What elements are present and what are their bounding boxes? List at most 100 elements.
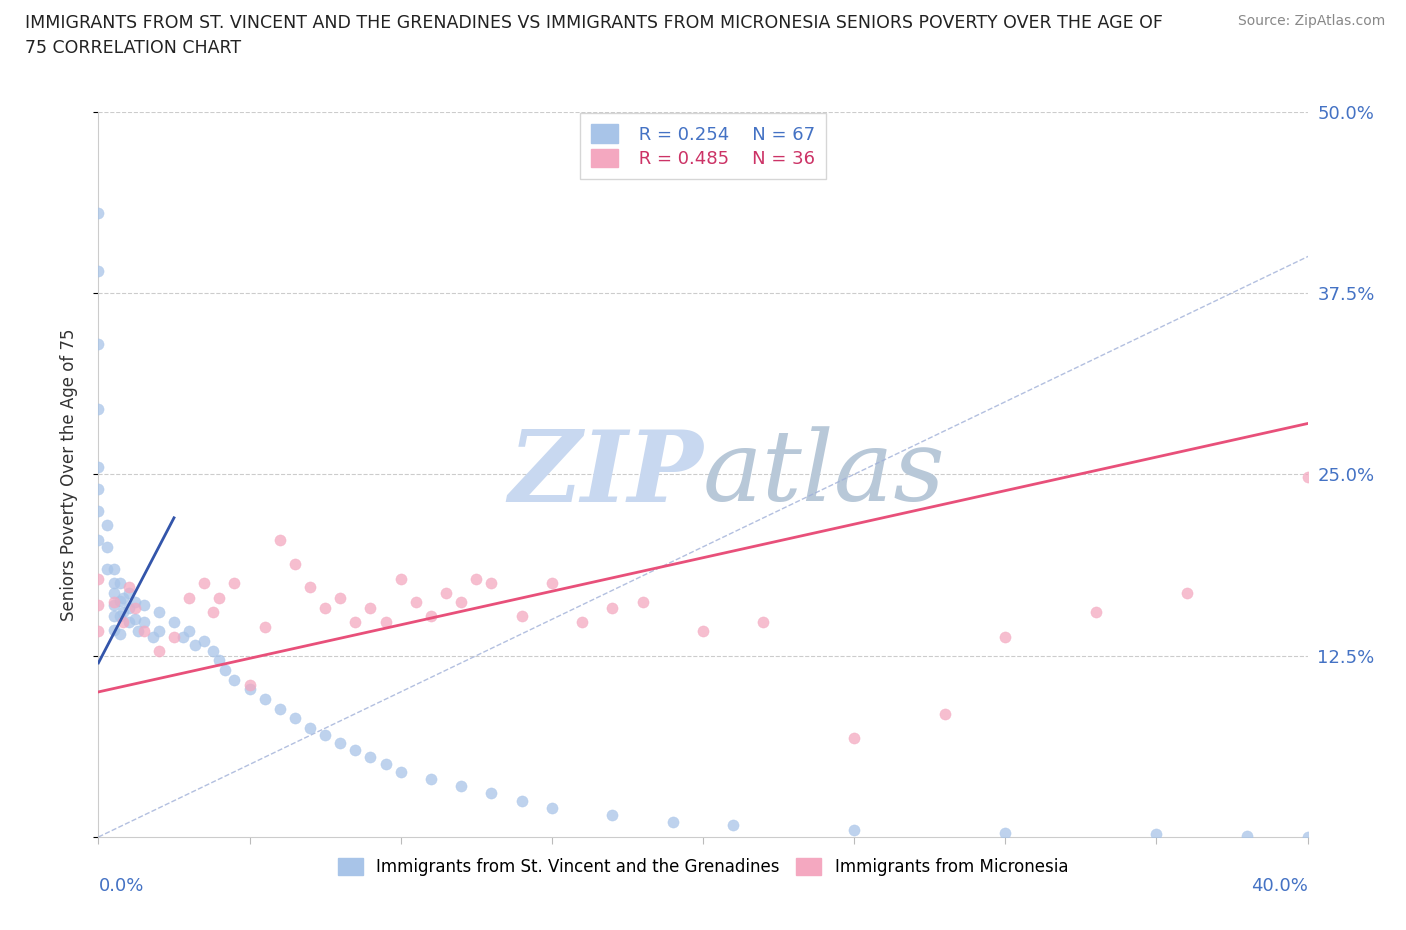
Point: [118, 580, 141, 595]
Point: [752, 615, 775, 630]
Point: [269, 702, 291, 717]
Point: [299, 721, 322, 736]
Point: [163, 630, 186, 644]
Point: [96, 539, 118, 554]
Text: atlas: atlas: [703, 427, 946, 522]
Point: [510, 609, 533, 624]
Point: [103, 586, 125, 601]
Point: [994, 630, 1017, 644]
Point: [202, 644, 225, 658]
Point: [253, 692, 276, 707]
Point: [420, 609, 443, 624]
Point: [108, 576, 131, 591]
Point: [87, 337, 110, 352]
Point: [934, 706, 956, 721]
Point: [96, 518, 118, 533]
Point: [1085, 604, 1108, 619]
Point: [124, 601, 146, 616]
Text: ZIP: ZIP: [508, 426, 703, 523]
Point: [692, 623, 714, 638]
Point: [1175, 586, 1198, 601]
Point: [132, 623, 155, 638]
Point: [103, 561, 125, 576]
Point: [148, 644, 170, 658]
Point: [163, 615, 186, 630]
Point: [103, 609, 125, 624]
Point: [118, 586, 141, 601]
Point: [179, 623, 201, 638]
Point: [405, 594, 427, 609]
Point: [661, 815, 683, 830]
Point: [299, 580, 322, 595]
Point: [111, 591, 134, 605]
Point: [450, 778, 472, 793]
Point: [284, 557, 307, 572]
Point: [994, 825, 1017, 840]
Point: [269, 532, 291, 547]
Point: [87, 206, 110, 220]
Point: [314, 728, 336, 743]
Point: [124, 594, 146, 609]
Point: [108, 627, 131, 642]
Point: [132, 597, 155, 612]
Point: [142, 630, 165, 644]
Point: [108, 609, 131, 624]
Point: [87, 402, 110, 417]
Point: [179, 591, 201, 605]
Point: [420, 772, 443, 787]
Point: [103, 622, 125, 637]
Point: [87, 503, 110, 518]
Point: [540, 576, 562, 591]
Point: [481, 786, 503, 801]
Point: [284, 711, 307, 725]
Point: [103, 576, 125, 591]
Point: [450, 594, 472, 609]
Point: [360, 750, 382, 764]
Point: [602, 601, 624, 616]
Point: [118, 601, 141, 616]
Point: [344, 742, 367, 757]
Text: IMMIGRANTS FROM ST. VINCENT AND THE GRENADINES VS IMMIGRANTS FROM MICRONESIA SEN: IMMIGRANTS FROM ST. VINCENT AND THE GREN…: [25, 14, 1163, 32]
Point: [127, 623, 149, 638]
Point: [329, 736, 352, 751]
Point: [132, 615, 155, 630]
Point: [184, 638, 207, 653]
Point: [208, 591, 231, 605]
Point: [103, 594, 125, 609]
Point: [111, 615, 134, 630]
Point: [510, 793, 533, 808]
Point: [172, 630, 194, 644]
Point: [96, 561, 118, 576]
Point: [111, 604, 134, 619]
Point: [239, 682, 262, 697]
Point: [239, 677, 262, 692]
Point: [571, 615, 593, 630]
Point: [103, 597, 125, 612]
Point: [124, 612, 146, 627]
Point: [1144, 827, 1167, 842]
Point: [344, 615, 367, 630]
Point: [465, 571, 488, 586]
Point: [148, 623, 170, 638]
Point: [118, 615, 141, 630]
Point: [631, 594, 654, 609]
Point: [1296, 830, 1319, 844]
Point: [481, 576, 503, 591]
Point: [540, 801, 562, 816]
Point: [434, 586, 457, 601]
Point: [723, 818, 745, 833]
Text: 0.0%: 0.0%: [98, 877, 143, 895]
Point: [87, 264, 110, 279]
Point: [389, 571, 412, 586]
Point: [224, 673, 246, 688]
Point: [148, 604, 170, 619]
Point: [602, 808, 624, 823]
Point: [214, 663, 236, 678]
Text: Source: ZipAtlas.com: Source: ZipAtlas.com: [1237, 14, 1385, 28]
Point: [253, 619, 276, 634]
Point: [87, 459, 110, 474]
Y-axis label: Seniors Poverty Over the Age of 75: Seniors Poverty Over the Age of 75: [59, 328, 77, 620]
Point: [87, 482, 110, 497]
Point: [208, 653, 231, 668]
Point: [193, 576, 215, 591]
